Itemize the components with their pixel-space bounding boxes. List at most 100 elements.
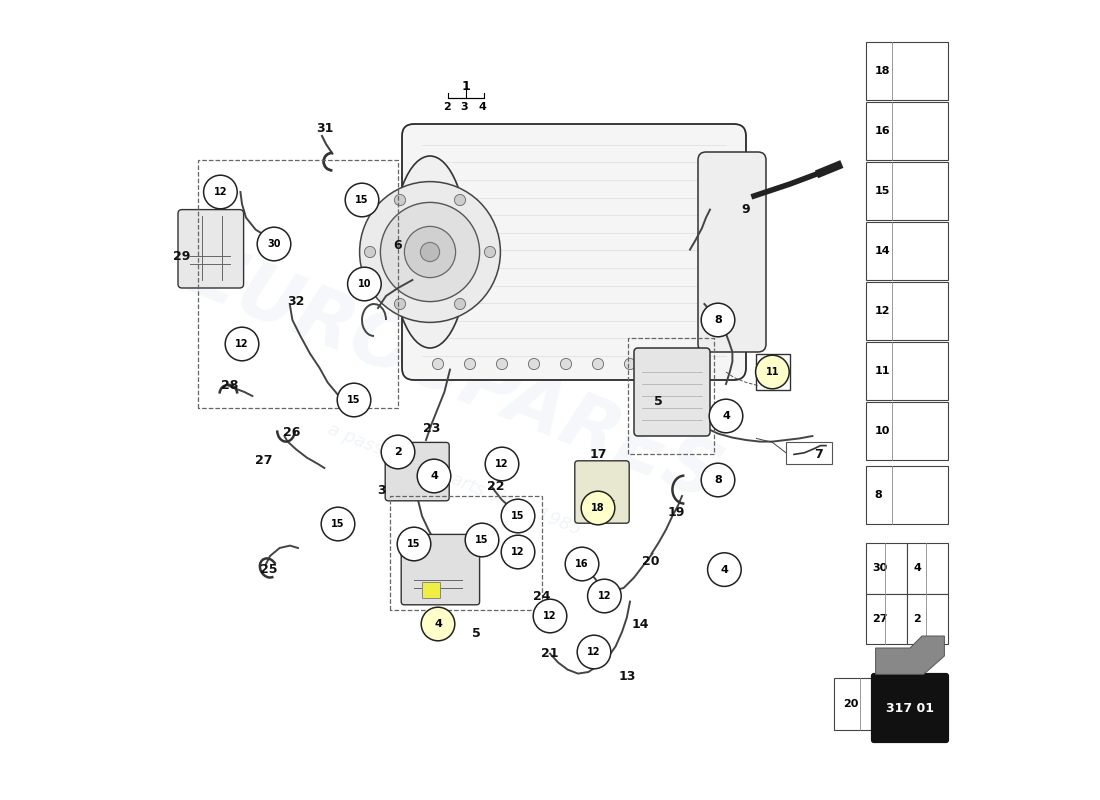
FancyBboxPatch shape [866, 543, 906, 594]
FancyBboxPatch shape [698, 152, 766, 352]
Text: 15: 15 [407, 539, 420, 549]
FancyBboxPatch shape [906, 543, 947, 594]
Circle shape [465, 523, 498, 557]
FancyBboxPatch shape [402, 124, 746, 380]
Circle shape [348, 267, 382, 301]
Circle shape [689, 358, 700, 370]
Text: 31: 31 [316, 122, 333, 134]
FancyBboxPatch shape [866, 282, 947, 340]
FancyBboxPatch shape [871, 674, 948, 742]
Circle shape [578, 635, 610, 669]
FancyBboxPatch shape [866, 222, 947, 280]
Text: 2: 2 [394, 447, 402, 457]
Circle shape [485, 447, 519, 481]
FancyBboxPatch shape [866, 342, 947, 400]
Circle shape [226, 327, 258, 361]
Text: 24: 24 [534, 590, 551, 602]
Circle shape [364, 246, 375, 258]
Text: 20: 20 [642, 555, 660, 568]
Text: 15: 15 [348, 395, 361, 405]
Circle shape [360, 182, 500, 322]
Text: 12: 12 [512, 547, 525, 557]
FancyBboxPatch shape [906, 594, 947, 644]
FancyBboxPatch shape [786, 442, 833, 464]
Circle shape [593, 358, 604, 370]
Text: 12: 12 [213, 187, 227, 197]
Circle shape [707, 553, 741, 586]
Circle shape [338, 383, 371, 417]
Circle shape [534, 599, 566, 633]
Text: 20: 20 [843, 698, 858, 709]
Circle shape [528, 358, 540, 370]
Circle shape [701, 463, 735, 497]
FancyBboxPatch shape [866, 402, 947, 460]
Circle shape [454, 194, 465, 206]
Circle shape [502, 499, 535, 533]
Text: 6: 6 [394, 239, 403, 252]
Circle shape [432, 358, 443, 370]
Text: 22: 22 [487, 480, 504, 493]
Circle shape [496, 358, 507, 370]
Circle shape [756, 355, 789, 389]
FancyBboxPatch shape [866, 466, 947, 524]
Text: 26: 26 [283, 426, 300, 438]
Text: 12: 12 [874, 306, 890, 316]
Text: 13: 13 [618, 670, 636, 682]
Text: 12: 12 [587, 647, 601, 657]
Text: 4: 4 [720, 565, 728, 574]
FancyBboxPatch shape [178, 210, 243, 288]
Text: 16: 16 [575, 559, 589, 569]
Text: 29: 29 [174, 250, 190, 262]
Text: 2: 2 [443, 102, 451, 112]
Text: 27: 27 [872, 614, 888, 624]
Text: 12: 12 [597, 591, 612, 601]
Text: 28: 28 [221, 379, 239, 392]
FancyBboxPatch shape [866, 162, 947, 220]
Text: 30: 30 [872, 563, 888, 574]
Circle shape [421, 607, 454, 641]
Text: 15: 15 [475, 535, 488, 545]
Text: 15: 15 [874, 186, 890, 196]
Text: 23: 23 [422, 422, 440, 434]
Text: 18: 18 [591, 503, 605, 513]
Text: 1: 1 [462, 80, 471, 93]
Circle shape [587, 579, 621, 613]
FancyBboxPatch shape [634, 348, 710, 436]
Text: 27: 27 [255, 454, 273, 466]
Text: 15: 15 [355, 195, 368, 205]
FancyBboxPatch shape [385, 442, 449, 501]
Text: 8: 8 [874, 490, 882, 500]
FancyBboxPatch shape [866, 102, 947, 160]
FancyBboxPatch shape [422, 582, 440, 598]
Circle shape [395, 298, 406, 310]
Circle shape [381, 202, 480, 302]
FancyBboxPatch shape [834, 678, 915, 730]
Text: 32: 32 [287, 295, 305, 308]
Text: 12: 12 [235, 339, 249, 349]
Text: 5: 5 [653, 395, 662, 408]
Circle shape [625, 358, 636, 370]
Circle shape [581, 491, 615, 525]
Text: 15: 15 [331, 519, 344, 529]
Ellipse shape [392, 156, 468, 348]
Text: 25: 25 [260, 563, 277, 576]
Polygon shape [876, 636, 945, 674]
Text: 8: 8 [714, 315, 722, 325]
Circle shape [345, 183, 378, 217]
Circle shape [204, 175, 238, 209]
Text: 7: 7 [814, 448, 823, 461]
Circle shape [710, 399, 742, 433]
Circle shape [560, 358, 572, 370]
Text: 8: 8 [714, 475, 722, 485]
FancyBboxPatch shape [866, 42, 947, 100]
Circle shape [257, 227, 290, 261]
Text: 11: 11 [874, 366, 890, 376]
Circle shape [395, 194, 406, 206]
Text: 10: 10 [874, 426, 890, 436]
Circle shape [397, 527, 431, 561]
Circle shape [484, 246, 496, 258]
FancyBboxPatch shape [402, 534, 480, 605]
Text: 4: 4 [478, 102, 486, 112]
Text: 4: 4 [913, 563, 921, 574]
Text: 2: 2 [913, 614, 921, 624]
